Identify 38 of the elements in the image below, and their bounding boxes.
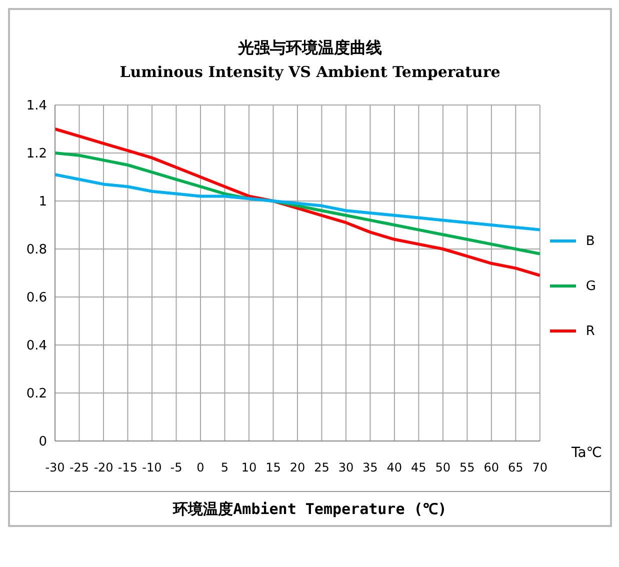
y-tick-label: 0.8: [26, 242, 47, 258]
x-tick-label: 45: [411, 460, 426, 475]
x-tick-label: 10: [241, 460, 257, 475]
x-tick-label: -5: [170, 460, 182, 475]
x-tick-label: -20: [94, 460, 114, 475]
x-tick-label: 35: [362, 460, 378, 475]
x-tick-label: 55: [460, 460, 475, 475]
legend-label: B: [586, 234, 595, 248]
x-tick-label: 40: [386, 460, 402, 475]
legend-label: G: [586, 278, 596, 294]
legend-label: R: [586, 324, 595, 338]
x-tick-label: 20: [290, 460, 306, 475]
x-tick-label: 50: [435, 460, 451, 475]
x-tick-label: 5: [220, 460, 229, 475]
chart-title: 光强与环境温度曲线: [236, 37, 383, 59]
x-tick-label: -25: [69, 460, 90, 475]
y-tick-label: 0: [38, 434, 47, 450]
line-series: [55, 128, 540, 277]
y-tick-label: 1.2: [26, 146, 47, 162]
x-tick-label: -15: [118, 460, 138, 475]
y-tick-label: 1: [38, 194, 47, 210]
y-tick-label: 0.4: [26, 338, 47, 354]
x-tick-label: 60: [484, 460, 500, 475]
x-axis-title: 环境温度Ambient Temperature (℃): [10, 491, 610, 525]
line-series: [55, 173, 540, 232]
x-tick-label: -30: [45, 460, 65, 475]
x-tick-label: 30: [338, 460, 354, 475]
chart-subtitle: Luminous Intensity VS Ambient Temperature: [118, 63, 502, 81]
text: Ta℃: [571, 445, 602, 461]
y-tick-label: 0.2: [26, 386, 47, 402]
x-tick-label: 70: [532, 460, 548, 475]
x-tick-label: 65: [508, 460, 524, 475]
x-tick-label: 15: [266, 460, 281, 475]
x-tick-label: 25: [314, 460, 330, 475]
y-tick-label: 1.4: [26, 98, 47, 114]
x-tick-label: -10: [142, 460, 162, 475]
y-tick-label: 0.6: [26, 290, 47, 306]
x-tick-label: 0: [196, 460, 204, 475]
